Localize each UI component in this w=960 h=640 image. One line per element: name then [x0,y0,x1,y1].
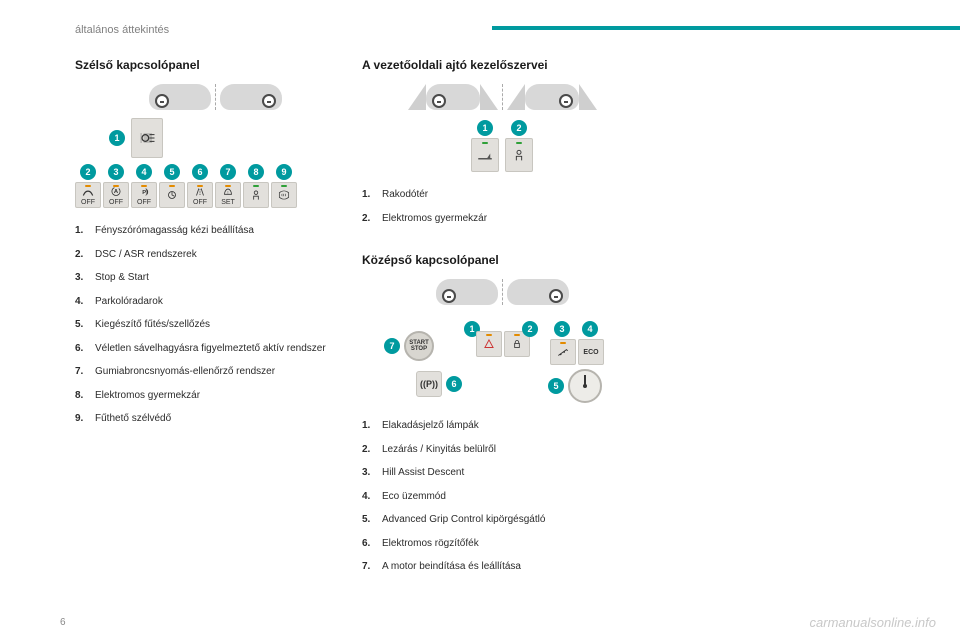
lane-assist-button-icon: OFF [187,182,213,208]
door-button-row: 1 2 [362,120,642,172]
list-item: 1.Elakadásjelző lámpák [362,419,642,433]
marker-7: 7 [220,164,236,180]
center-panel-diagram: 7 STARTSTOP ((P)) 6 1 2 [372,313,632,403]
right-b-list: 1.Elakadásjelző lámpák 2.Lezárás / Kinyi… [362,419,642,574]
list-item: 5.Advanced Grip Control kipörgésgátló [362,513,642,527]
btn-text: OFF [193,199,207,206]
left-list: 1.Fényszórómagasság kézi beállítása 2.DS… [75,224,355,426]
svg-text:!: ! [227,189,228,194]
btn-text: OFF [137,199,151,206]
stop-start-button-icon: A OFF [103,182,129,208]
heated-windshield-button-icon [271,182,297,208]
steering-diagram [75,84,355,110]
figure-center-panel: 7 STARTSTOP ((P)) 6 1 2 [362,279,642,403]
list-item: 3.Hill Assist Descent [362,466,642,480]
list-item: 1.Fényszórómagasság kézi beállítása [75,224,355,238]
marker-4: 4 [582,321,598,337]
right-column: A vezetőoldali ajtó kezelőszervei 1 2 1.… [362,58,642,584]
list-item: 9.Fűthető szélvédő [75,412,355,426]
seat-right-icon [220,84,282,110]
marker-2: 2 [511,120,527,136]
separator-icon [502,84,503,110]
marker-2: 2 [80,164,96,180]
list-item: 4.Parkolóradarok [75,295,355,309]
btn-text: OFF [109,199,123,206]
door-right-icon [507,84,597,110]
header-accent-bar [492,26,960,30]
list-item: 5.Kiegészítő fűtés/szellőzés [75,318,355,332]
marker-1: 1 [477,120,493,136]
section-title-right-a: A vezetőoldali ajtó kezelőszervei [362,58,642,72]
door-left-icon [408,84,498,110]
marker-7: 7 [384,338,400,354]
marker-6: 6 [192,164,208,180]
marker-3: 3 [554,321,570,337]
list-item: 3.Stop & Start [75,271,355,285]
aux-heat-button-icon [159,182,185,208]
list-item: 6.Elektromos rögzítőfék [362,537,642,551]
headlight-row: 1 [109,118,355,158]
list-item: 1.Rakodótér [362,188,642,202]
separator-icon [502,279,503,305]
list-item: 8.Elektromos gyermekzár [75,389,355,403]
svg-text:P: P [142,189,146,195]
left-column: Szélső kapcsolópanel 1 2 OFF 3 A OFF [75,58,355,436]
hill-descent-button-icon [550,339,576,365]
dsc-asr-button-icon: OFF [75,182,101,208]
header-title: általános áttekintés [75,24,169,36]
section-title-right-b: Középső kapcsolópanel [362,253,642,267]
marker-3: 3 [108,164,124,180]
seat-left-icon [149,84,211,110]
marker-4: 4 [136,164,152,180]
marker-9: 9 [276,164,292,180]
child-lock-door-button-icon [505,138,533,172]
door-diagram [362,84,642,110]
marker-6: 6 [446,376,462,392]
list-item: 2.Lezárás / Kinyitás belülről [362,443,642,457]
btn-text: OFF [81,199,95,206]
list-item: 7.A motor beindítása és leállítása [362,560,642,574]
steering-diagram-2 [362,279,642,305]
list-item: 4.Eco üzemmód [362,490,642,504]
marker-5: 5 [548,378,564,394]
right-a-list: 1.Rakodótér 2.Elektromos gyermekzár [362,188,642,225]
btn-text: SET [221,199,235,206]
seat-left-icon [436,279,498,305]
figure-side-switch-panel: 1 2 OFF 3 A OFF 4 P OFF 5 [75,84,355,208]
marker-2: 2 [522,321,538,337]
park-sensor-button-icon: P OFF [131,182,157,208]
list-item: 2.Elektromos gyermekzár [362,212,642,226]
child-lock-button-icon [243,182,269,208]
list-item: 6.Véletlen sávelhagyásra figyelmeztető a… [75,342,355,356]
separator-icon [215,84,216,110]
svg-text:A: A [114,189,119,195]
load-area-button-icon [471,138,499,172]
headlight-adjust-button-icon [131,118,163,158]
marker-1: 1 [109,130,125,146]
list-item: 2.DSC / ASR rendszerek [75,248,355,262]
section-title-left: Szélső kapcsolópanel [75,58,355,72]
marker-5: 5 [164,164,180,180]
page-number: 6 [60,617,66,628]
figure-door-controls: 1 2 [362,84,642,172]
eco-button-icon: ECO [578,339,604,365]
parking-brake-button-icon: ((P)) [416,371,442,397]
marker-8: 8 [248,164,264,180]
watermark: carmanualsonline.info [810,615,936,630]
tpms-button-icon: ! SET [215,182,241,208]
seat-right-icon [507,279,569,305]
start-stop-button-icon: STARTSTOP [404,331,434,361]
hazard-button-icon [476,331,502,357]
grip-control-dial-icon [568,369,602,403]
list-item: 7.Gumiabroncsnyomás-ellenőrző rendszer [75,365,355,379]
switch-row: 2 OFF 3 A OFF 4 P OFF 5 6 OFF 7 [75,164,355,208]
